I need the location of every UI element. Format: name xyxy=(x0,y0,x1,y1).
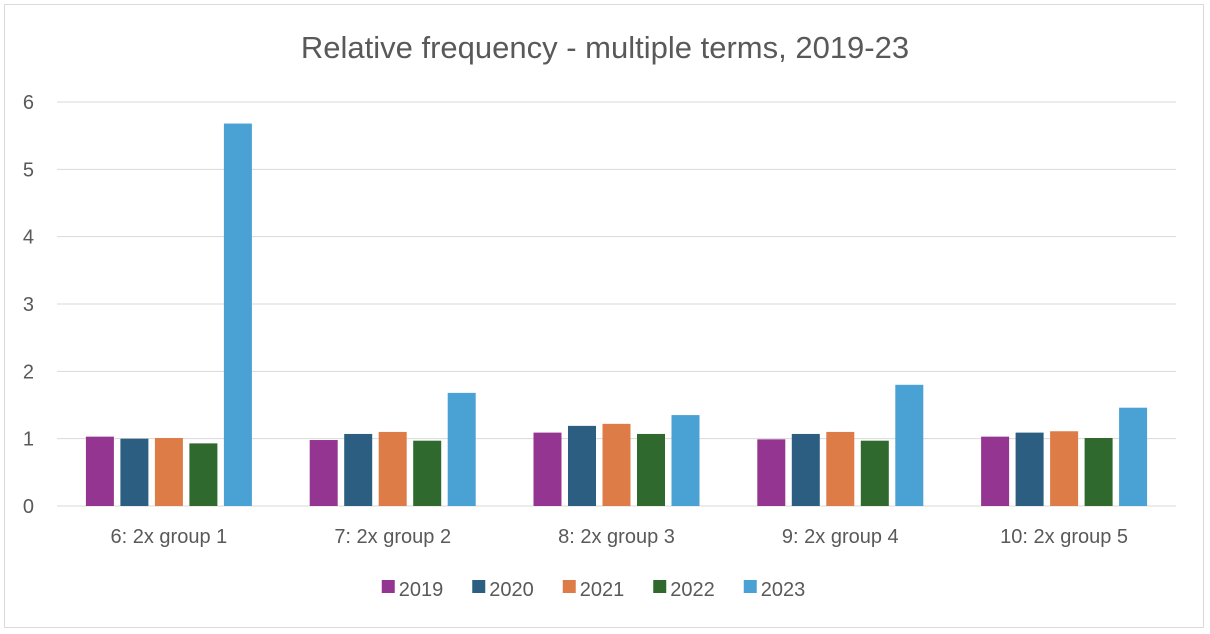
legend-swatch xyxy=(562,580,576,593)
legend-swatch xyxy=(653,580,667,593)
chart-title: Relative frequency - multiple terms, 201… xyxy=(301,30,909,65)
legend-swatch xyxy=(381,580,395,593)
bar-2019-3 xyxy=(533,432,562,506)
x-axis-categories: 6: 2x group 1 7: 2x group 2 8: 2x group 3 9… xyxy=(111,526,1129,548)
y-axis-ticks: 0 1 2 3 4 5 6 xyxy=(23,92,34,518)
bar-2023-1 xyxy=(223,123,252,507)
bar-2020-3 xyxy=(568,425,596,506)
bar-2020-1 xyxy=(120,438,149,506)
legend: 2019 2020 2021 2022 2023 xyxy=(381,579,806,601)
x-category-label: 6: 2x group 1 xyxy=(111,526,228,548)
x-category-label: 9: 2x group 4 xyxy=(782,526,899,548)
bar-2019-5 xyxy=(981,436,1010,506)
x-category-label: 7: 2x group 2 xyxy=(334,526,451,548)
y-tick-label: 2 xyxy=(23,361,34,383)
bar-2022-4 xyxy=(860,440,889,506)
bar-2022-5 xyxy=(1084,437,1113,506)
bar-2022-1 xyxy=(189,443,218,506)
chart-frame xyxy=(4,4,1204,628)
legend-label: 2021 xyxy=(580,579,625,601)
y-tick-label: 4 xyxy=(23,227,34,249)
legend-label: 2022 xyxy=(670,579,715,601)
bar-2023-3 xyxy=(671,415,700,506)
bar-2020-4 xyxy=(791,433,820,506)
bar-2021-4 xyxy=(826,431,855,506)
legend-label: 2019 xyxy=(399,579,444,601)
bar-2019-4 xyxy=(757,439,786,506)
bar-2022-2 xyxy=(413,440,442,506)
legend-label: 2023 xyxy=(761,579,806,601)
bar-2020-5 xyxy=(1015,432,1044,506)
bar-2020-2 xyxy=(344,433,373,506)
y-tick-label: 6 xyxy=(23,92,34,114)
bar-2021-2 xyxy=(378,431,407,506)
y-tick-label: 5 xyxy=(23,159,34,181)
bar-2019-1 xyxy=(85,436,114,506)
bar-2021-5 xyxy=(1050,431,1079,506)
bar-2021-1 xyxy=(154,437,183,506)
bar-2023-5 xyxy=(1119,407,1148,506)
bar-2021-3 xyxy=(602,423,631,506)
bar-2023-4 xyxy=(895,384,924,506)
bars xyxy=(85,123,1148,507)
y-tick-label: 1 xyxy=(23,429,34,451)
bar-2022-3 xyxy=(637,433,665,506)
legend-swatch xyxy=(743,580,757,593)
y-tick-label: 3 xyxy=(23,294,34,316)
legend-swatch xyxy=(472,580,486,593)
bar-2023-2 xyxy=(447,392,476,506)
x-category-label: 10: 2x group 5 xyxy=(1000,526,1128,548)
bar-2019-2 xyxy=(309,440,338,506)
legend-label: 2020 xyxy=(489,579,534,601)
x-category-label: 8: 2x group 3 xyxy=(558,526,675,548)
y-tick-label: 0 xyxy=(23,496,34,518)
